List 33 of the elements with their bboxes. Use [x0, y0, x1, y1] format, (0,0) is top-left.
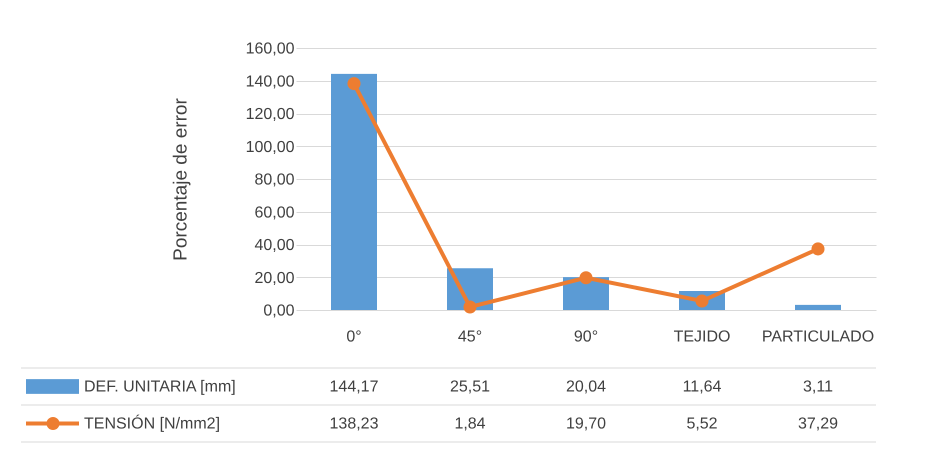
x-tick-label: PARTICULADO — [762, 328, 874, 346]
data-label: 3,11 — [803, 378, 834, 396]
x-tick-label: 45° — [458, 328, 482, 346]
data-label: 144,17 — [330, 378, 379, 396]
data-label: 138,23 — [330, 416, 379, 432]
y-axis-title: Porcentaje de error — [170, 98, 192, 261]
data-label: 11,64 — [682, 378, 722, 396]
x-tick-label: 0° — [346, 328, 362, 346]
legend-label: TENSIÓN [N/mm2] — [84, 414, 220, 432]
y-tick-label: 80,00 — [254, 172, 295, 188]
y-tick-label: 20,00 — [254, 270, 295, 287]
point — [463, 300, 477, 314]
point — [347, 77, 361, 90]
y-tick-label: 40,00 — [254, 237, 295, 254]
legend-label: DEF. UNITARIA [mm] — [84, 378, 236, 396]
data-label: 5,52 — [686, 416, 718, 432]
y-tick-label: 0,00 — [263, 302, 295, 320]
y-tick-label: 120,00 — [246, 106, 295, 123]
bar — [331, 74, 377, 310]
y-tick-label: 160,00 — [246, 40, 295, 58]
y-tick-label: 60,00 — [254, 204, 295, 222]
data-label: 20,04 — [566, 378, 606, 396]
x-tick-label: TEJIDO — [674, 328, 730, 346]
x-tick-label: 90° — [574, 328, 598, 346]
bar — [795, 304, 841, 310]
data-label: 19,70 — [566, 416, 606, 432]
point — [811, 242, 825, 256]
data-label: 25,51 — [450, 378, 490, 396]
data-label: 37,29 — [798, 416, 838, 432]
point — [579, 271, 593, 284]
y-tick-label: 100,00 — [246, 138, 295, 156]
y-tick-label: 140,00 — [246, 73, 295, 90]
data-label: 1,84 — [454, 416, 486, 432]
